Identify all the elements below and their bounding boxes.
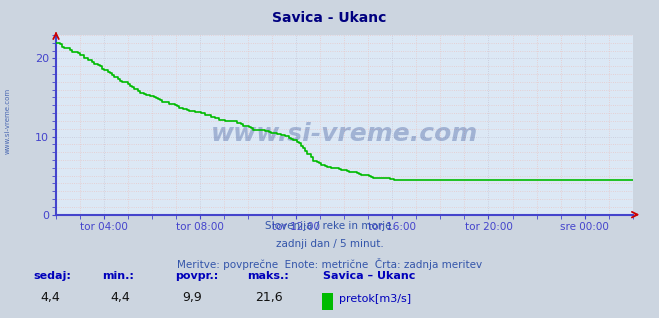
Text: Meritve: povprečne  Enote: metrične  Črta: zadnja meritev: Meritve: povprečne Enote: metrične Črta:…: [177, 258, 482, 270]
Text: maks.:: maks.:: [247, 272, 289, 281]
Text: Savica – Ukanc: Savica – Ukanc: [323, 272, 415, 281]
Text: 4,4: 4,4: [41, 291, 61, 304]
Text: zadnji dan / 5 minut.: zadnji dan / 5 minut.: [275, 239, 384, 249]
Text: min.:: min.:: [102, 272, 134, 281]
Text: 21,6: 21,6: [255, 291, 283, 304]
Text: www.si-vreme.com: www.si-vreme.com: [211, 122, 478, 146]
Text: www.si-vreme.com: www.si-vreme.com: [5, 88, 11, 154]
Text: Slovenija / reke in morje.: Slovenija / reke in morje.: [264, 221, 395, 231]
Text: 4,4: 4,4: [110, 291, 130, 304]
Text: pretok[m3/s]: pretok[m3/s]: [339, 294, 411, 304]
Text: 9,9: 9,9: [183, 291, 202, 304]
Text: sedaj:: sedaj:: [33, 272, 71, 281]
Text: Savica - Ukanc: Savica - Ukanc: [272, 11, 387, 25]
Text: povpr.:: povpr.:: [175, 272, 218, 281]
